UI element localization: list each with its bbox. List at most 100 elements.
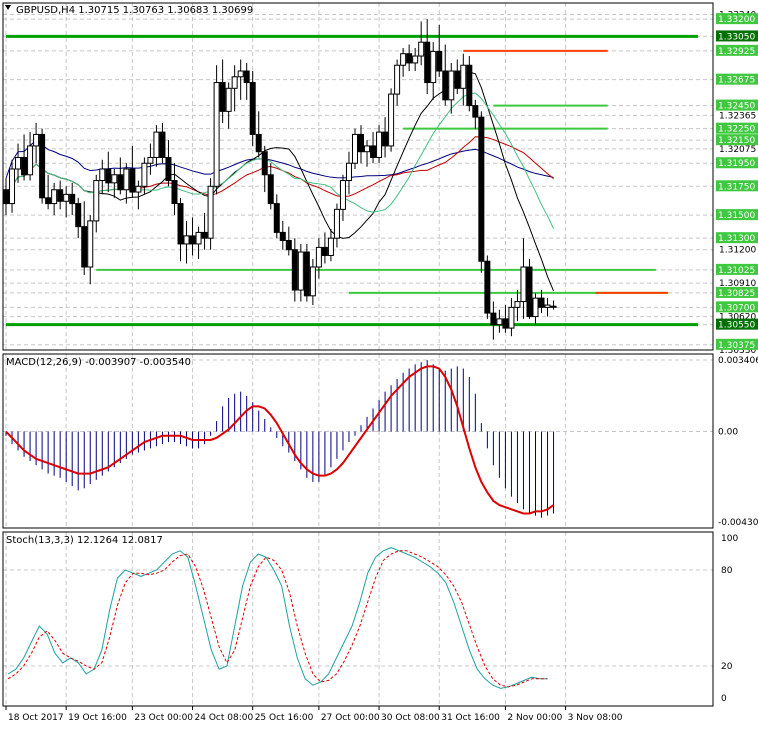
price-tag-label: 1.32450 — [718, 102, 755, 112]
price-tag-box — [716, 232, 758, 244]
candle-body — [424, 41, 431, 84]
candle-body — [39, 133, 46, 199]
candle-body — [544, 304, 551, 308]
candle-body — [189, 235, 196, 245]
candle-body — [45, 197, 52, 205]
candle-body — [201, 231, 208, 239]
price-tag-box — [716, 286, 758, 298]
price-tag-label: 1.32150 — [718, 136, 755, 146]
pane-frame — [2, 531, 714, 707]
price-tick-label: 1.32365 — [719, 111, 756, 121]
candle-body — [129, 168, 136, 193]
candle-body — [105, 168, 112, 184]
price-tag-label: 1.30825 — [718, 289, 755, 299]
candle-body — [135, 185, 142, 193]
candle-body — [15, 156, 22, 170]
dropdown-arrow-icon[interactable] — [5, 5, 11, 10]
pane-frame — [2, 353, 714, 529]
time-tick-label: 3 Nov 08:00 — [568, 713, 623, 723]
price-tag-label: 1.30375 — [718, 341, 755, 351]
macd-layer — [5, 360, 555, 518]
candle-body — [502, 318, 509, 329]
stoch-tick-label: 0 — [721, 694, 727, 704]
candle-body — [285, 239, 292, 251]
candle-body — [418, 41, 425, 57]
price-tag-label: 1.32675 — [718, 76, 755, 86]
candle-body — [351, 133, 358, 164]
price-tag-box — [716, 180, 758, 192]
candle-body — [291, 249, 298, 291]
candle-body — [177, 203, 184, 245]
candle-body — [538, 297, 545, 308]
price-tag-label: 1.31950 — [718, 159, 755, 169]
price-tag-box — [716, 134, 758, 146]
time-tick-label: 24 Oct 08:00 — [195, 713, 254, 723]
time-tick-label: 2 Nov 00:00 — [507, 713, 562, 723]
candle-layer — [3, 19, 557, 340]
price-tick-label: 1.30620 — [719, 313, 756, 323]
candle-body — [117, 174, 124, 191]
stochastic-header: Stoch(13,3,3) 12.1264 12.0817 — [6, 535, 163, 546]
macd-tick-label: 0.00 — [718, 428, 738, 438]
candle-body — [93, 180, 100, 222]
time-tick-label: 18 Oct 2017 — [8, 713, 64, 723]
candle-body — [261, 151, 268, 176]
candle-body — [51, 189, 58, 205]
candle-body — [526, 266, 533, 318]
candle-body — [21, 156, 28, 176]
macd-tick-label: -0.004305 — [718, 518, 758, 528]
candle-body — [394, 64, 401, 95]
price-tag-box — [716, 122, 758, 134]
candle-body — [75, 203, 82, 228]
macd-tick-label: 0.003406 — [718, 356, 758, 366]
candle-body — [376, 131, 383, 158]
candle-body — [496, 318, 503, 326]
candle-body — [213, 82, 220, 187]
candle-body — [442, 70, 449, 101]
candle-body — [327, 237, 334, 256]
candle-body — [207, 185, 214, 239]
price-tag-label: 1.31300 — [718, 234, 755, 244]
candle-body — [159, 131, 166, 158]
stoch-signal-line — [7, 550, 548, 688]
candle-body — [364, 145, 371, 153]
candle-body — [81, 226, 88, 268]
stoch-tick-label: 100 — [721, 534, 738, 544]
axis-layer: 1.332401.323651.320751.312001.309101.306… — [5, 11, 758, 723]
candle-body — [333, 208, 340, 239]
price-tag-box — [716, 263, 758, 275]
candle-body — [472, 105, 479, 118]
candle-body — [370, 145, 377, 158]
frame-layer — [2, 2, 714, 707]
candle-body — [195, 231, 202, 245]
price-tag-box — [716, 338, 758, 350]
price-tag-box — [716, 157, 758, 169]
price-tag-label: 1.31025 — [718, 266, 755, 276]
candle-body — [273, 203, 280, 233]
candle-body — [165, 156, 172, 182]
macd-signal-line — [5, 365, 555, 515]
candle-body — [249, 82, 256, 135]
ma-blue-line — [5, 139, 554, 179]
price-tag-label: 1.30550 — [718, 321, 755, 331]
candle-body — [382, 131, 389, 147]
price-tag-label: 1.32925 — [718, 47, 755, 57]
price-tag-label: 1.30700 — [718, 303, 755, 313]
candle-body — [63, 193, 70, 202]
price-tag-box — [716, 73, 758, 85]
candle-body — [448, 70, 455, 101]
price-tag-label: 1.33200 — [718, 15, 755, 25]
price-tick-label: 1.32075 — [719, 145, 756, 155]
candle-body — [406, 53, 413, 64]
candle-body — [466, 64, 473, 107]
candle-body — [550, 305, 557, 308]
candle-body — [339, 180, 346, 210]
candle-body — [87, 220, 94, 268]
price-tag-box — [716, 301, 758, 313]
candle-body — [520, 266, 527, 303]
price-tick-label: 1.30910 — [719, 279, 756, 289]
candle-body — [454, 70, 461, 89]
candle-body — [315, 246, 322, 268]
